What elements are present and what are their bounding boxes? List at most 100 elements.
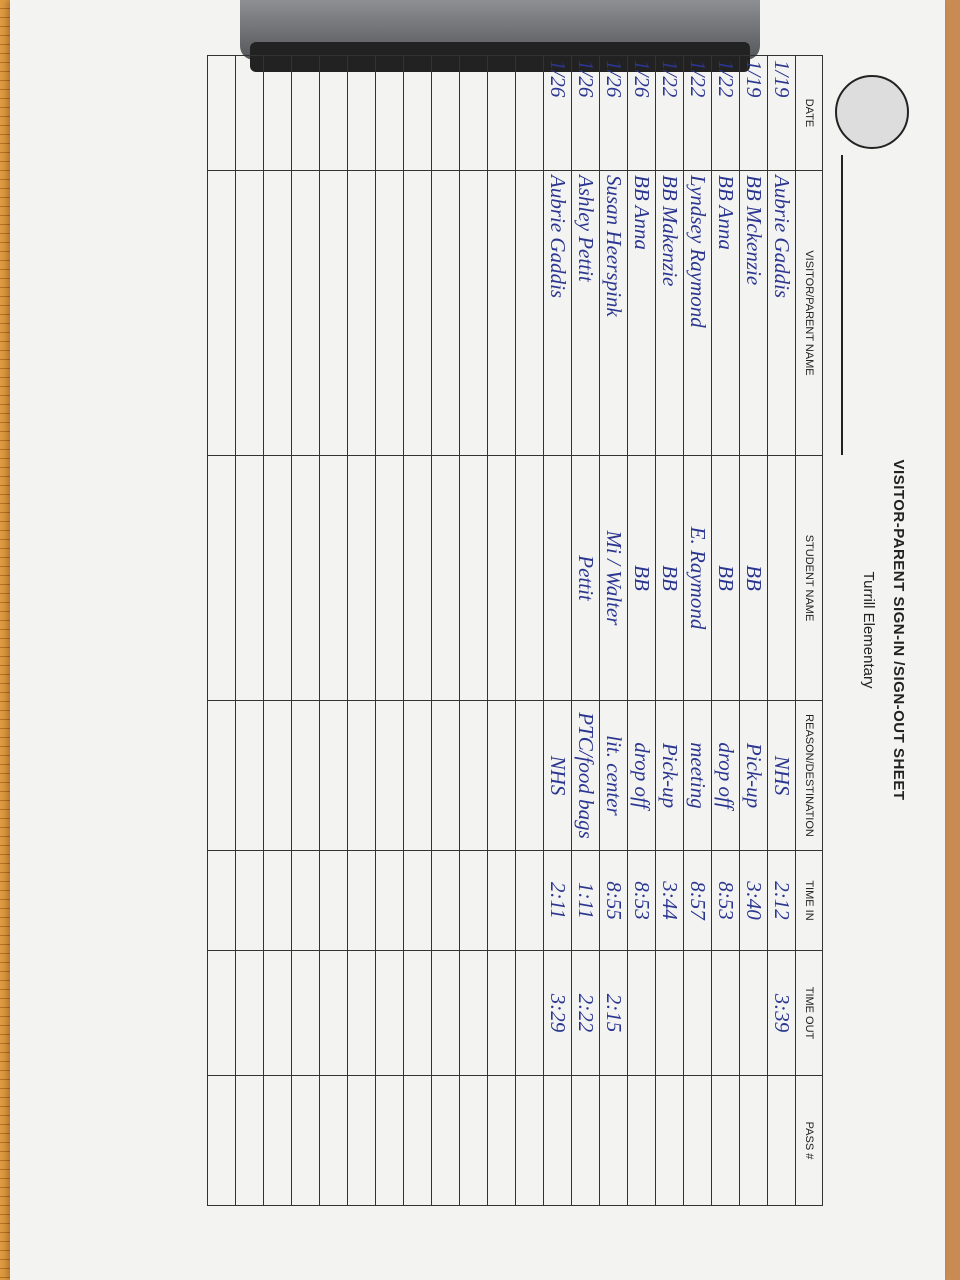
blank-cell [487,850,516,951]
blank-cell [375,850,404,951]
blank-cell [515,1075,544,1206]
blank-cell [319,700,348,851]
blank-cell [263,170,292,456]
blank-row [235,55,264,1206]
table-cell: Mi / Walter [599,455,628,701]
blank-row [515,55,544,1206]
blank-cell [347,950,376,1076]
blank-cell [431,850,460,951]
blank-row [207,55,236,1206]
table-cell: 3:40 [739,850,768,951]
sign-in-table: DATE VISITOR/PARENT NAME STUDENT NAME REASO… [207,55,823,1206]
table-cell [655,950,684,1076]
table-cell [627,950,656,1076]
table-cell: 1/26 [571,55,600,171]
table-cell: 3:39 [767,950,796,1076]
blank-cell [235,950,264,1076]
table-cell: NHS [767,700,796,851]
table-cell [683,1075,712,1206]
column-header: REASON/DESTINATION [795,700,823,851]
blank-cell [459,700,488,851]
table-cell: 1/22 [655,55,684,171]
blank-cell [207,170,236,456]
blank-cell [403,55,432,171]
blank-cell [235,455,264,701]
blank-cell [403,455,432,701]
table-row: 1/26 Aubrie Gaddis NHS 2:11 3:29 [543,55,572,1206]
blank-cell [459,170,488,456]
table-cell: Aubrie Gaddis [543,170,572,456]
blank-cell [515,55,544,171]
blank-cell [291,55,320,171]
blank-cell [263,950,292,1076]
table-cell [655,1075,684,1206]
blank-cell [459,950,488,1076]
school-name: Turrill Elementary [860,571,877,689]
blank-cell [431,700,460,851]
column-header: STUDENT NAME [795,455,823,701]
table-cell: NHS [543,700,572,851]
table-cell: drop off [711,700,740,851]
table-cell [767,1075,796,1206]
blank-cell [375,170,404,456]
blank-cell [319,950,348,1076]
table-row: 1/22 Lyndsey Raymond E. Raymond meeting 8:57 [683,55,712,1206]
blank-cell [459,55,488,171]
blank-cell [375,455,404,701]
table-cell: Pettit [571,455,600,701]
blank-row [347,55,376,1206]
sheet-title: VISITOR-PARENT SIGN-IN /SIGN-OUT SHEET [890,459,907,801]
blank-cell [235,850,264,951]
table-row: 1/26 Susan Heerspink Mi / Walter lit. cente… [599,55,628,1206]
blank-cell [263,700,292,851]
blank-cell [375,1075,404,1206]
table-cell: E. Raymond [683,455,712,701]
blank-cell [459,850,488,951]
table-cell [571,1075,600,1206]
blank-cell [431,170,460,456]
table-cell: 1:11 [571,850,600,951]
clip-lever [250,42,750,72]
table-cell: 1/26 [627,55,656,171]
blank-cell [459,455,488,701]
table-row: 1/19 Aubrie Gaddis NHS 2:12 3:39 [767,55,796,1206]
blank-row [319,55,348,1206]
blank-cell [375,950,404,1076]
table-row: 1/19 BB Mckenzie BB Pick-up 3:40 [739,55,768,1206]
table-cell: lit. center [599,700,628,851]
blank-cell [347,55,376,171]
blank-cell [403,950,432,1076]
blank-cell [459,1075,488,1206]
column-header: TIME IN [795,850,823,951]
blank-cell [431,950,460,1076]
blank-cell [403,700,432,851]
blank-cell [319,55,348,171]
table-cell: Aubrie Gaddis [767,170,796,456]
header-row: DATE VISITOR/PARENT NAME STUDENT NAME REASO… [795,55,823,1206]
blank-cell [207,55,236,171]
column-header: DATE [795,55,823,171]
blank-cell [291,455,320,701]
blank-cell [347,455,376,701]
blank-cell [291,950,320,1076]
blank-cell [403,170,432,456]
table-cell: Ashley Pettit [571,170,600,456]
blank-cell [431,1075,460,1206]
blank-cell [207,700,236,851]
table-cell [767,455,796,701]
blank-cell [487,950,516,1076]
blank-cell [263,850,292,951]
column-header: TIME OUT [795,950,823,1076]
blank-row [375,55,404,1206]
blank-cell [207,850,236,951]
blank-cell [291,700,320,851]
blank-row [263,55,292,1206]
table-cell: 1/26 [599,55,628,171]
table-cell: 2:12 [767,850,796,951]
blank-cell [291,850,320,951]
blank-cell [403,850,432,951]
blank-cell [319,850,348,951]
table-cell: Lyndsey Raymond [683,170,712,456]
table-cell: 8:53 [711,850,740,951]
